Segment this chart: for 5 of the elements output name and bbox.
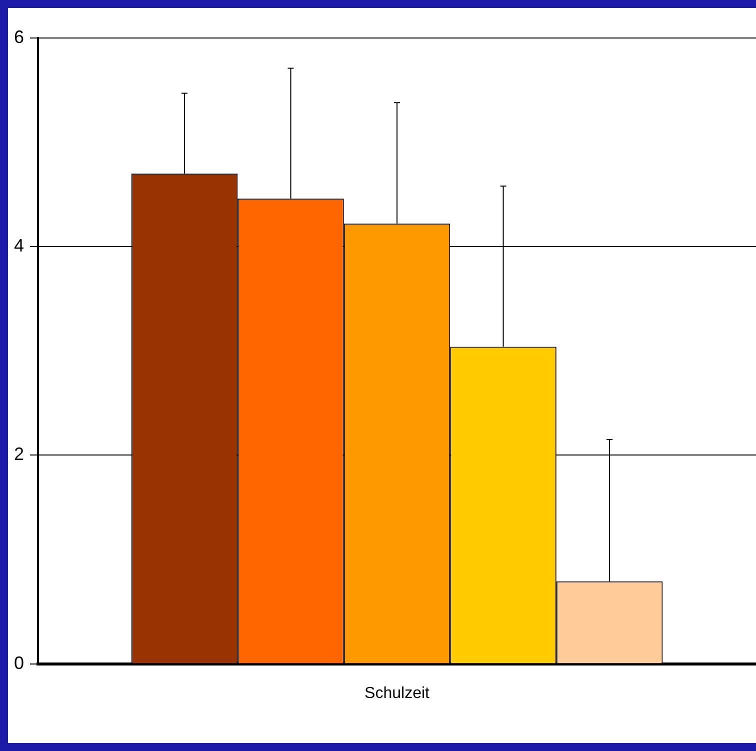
y-tick-label: 4 [14,236,24,256]
y-tick-label: 0 [14,652,24,673]
x-tick-label: Schulzeit [364,684,430,702]
y-tick-label: 6 [14,26,24,47]
y-tick-label: 2 [14,444,24,464]
